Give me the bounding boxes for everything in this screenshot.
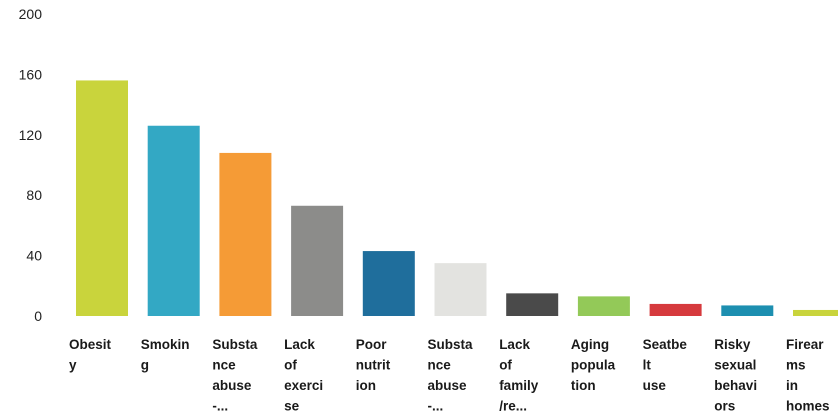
bar — [362, 251, 415, 316]
x-tick-label: Risky sexual behavi ors — [714, 337, 757, 414]
bar — [577, 296, 630, 316]
x-tick-label: Substa nce abuse -... — [428, 337, 474, 414]
bar — [434, 263, 487, 316]
x-axis-labels: Obesit y Smokin g Substa nce abuse -... Lack of ex… — [69, 337, 830, 414]
x-tick-label: Poor nutrit ion — [356, 337, 391, 393]
x-tick-label: Seatbe lt use — [643, 337, 688, 393]
x-tick-label: Substa nce abuse -... — [212, 337, 258, 414]
y-axis: 0 40 80 120 160 200 — [19, 6, 43, 324]
y-tick-label: 200 — [19, 6, 43, 22]
y-tick-label: 120 — [19, 127, 43, 143]
x-tick-label: Aging popula tion — [571, 337, 616, 393]
x-tick-label: Obesit y — [69, 337, 112, 373]
bar — [721, 305, 774, 316]
bar — [793, 309, 838, 316]
bar — [506, 293, 559, 316]
y-tick-label: 80 — [26, 187, 42, 203]
bar — [291, 205, 344, 316]
y-tick-label: 40 — [26, 248, 42, 264]
y-tick-label: 160 — [19, 66, 43, 82]
x-tick-label: Lack of exerci se — [284, 337, 323, 414]
bar — [147, 125, 200, 317]
x-tick-label: Lack of family/re... — [499, 337, 539, 414]
x-tick-label: Firear ms in homes — [786, 337, 830, 414]
x-tick-label: Smokin g — [141, 337, 190, 373]
bars — [76, 80, 838, 317]
bar — [219, 152, 272, 316]
y-tick-label: 0 — [34, 308, 42, 324]
bar — [649, 303, 702, 316]
bar — [76, 80, 128, 316]
